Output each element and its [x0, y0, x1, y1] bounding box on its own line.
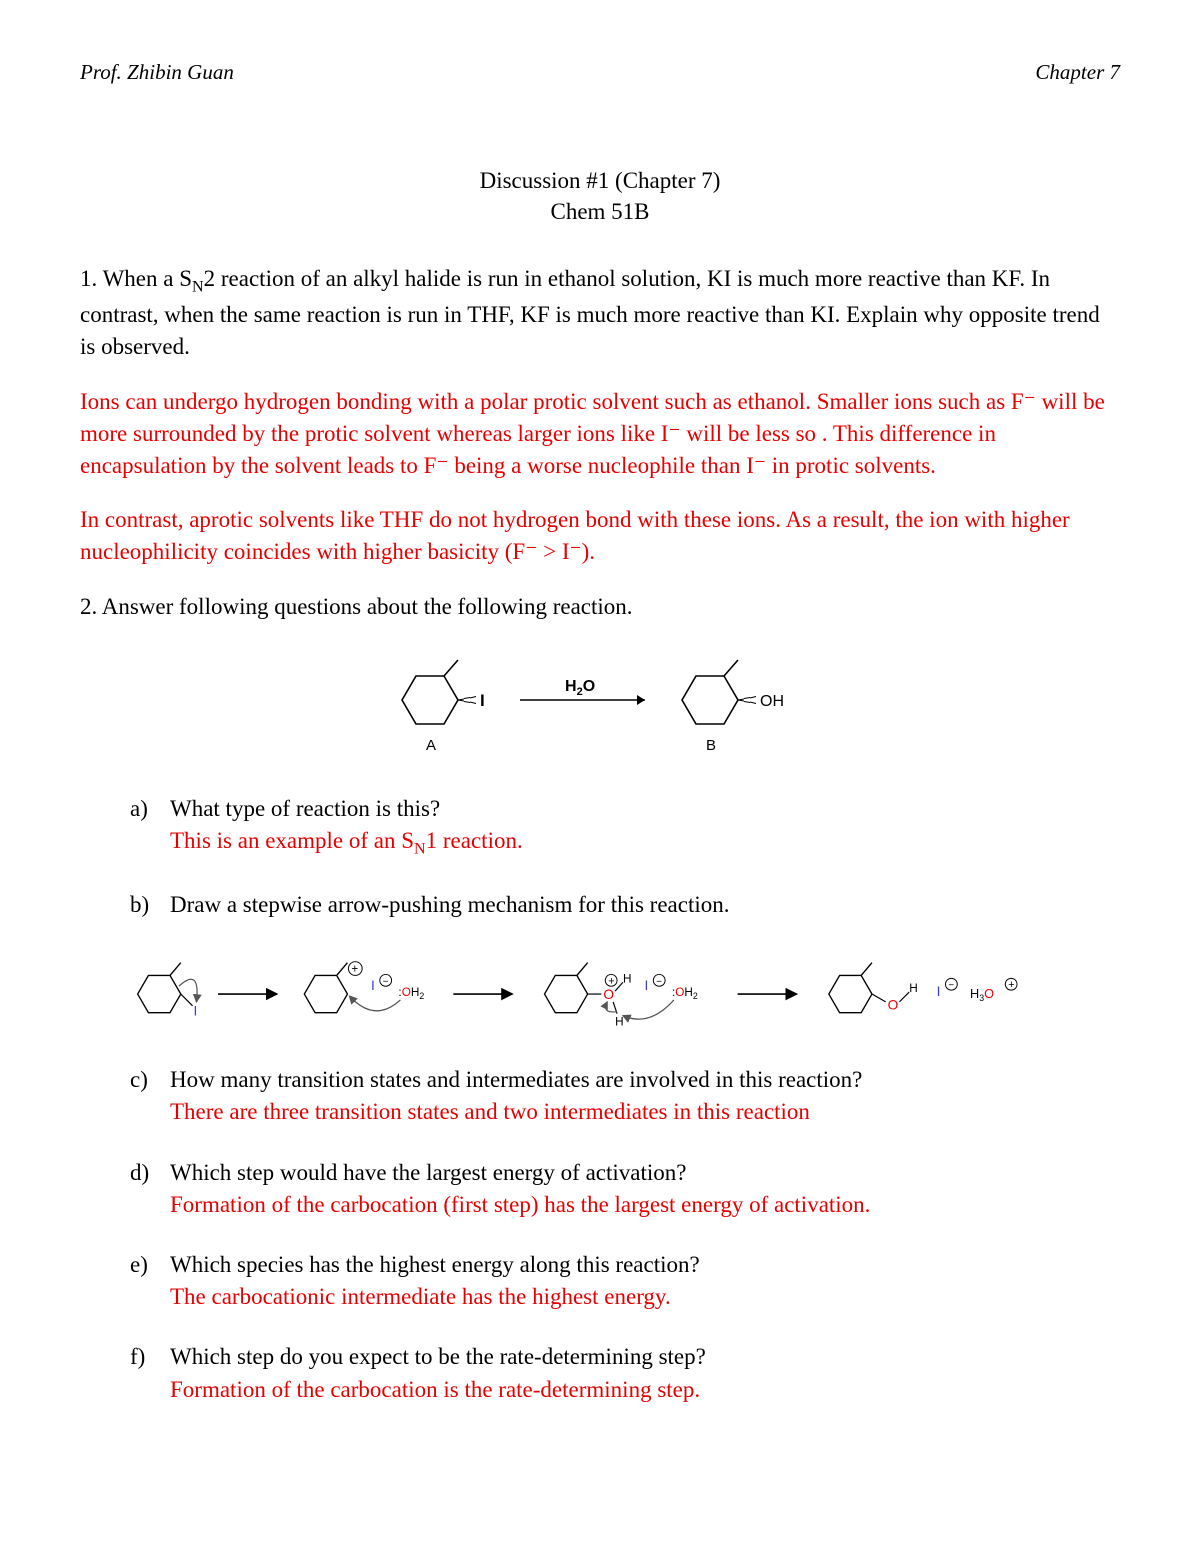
title-line2: Chem 51B [80, 196, 1120, 227]
sub-a-question: What type of reaction is this? [170, 793, 1120, 825]
svg-text::OH2: :OH2 [672, 986, 698, 1001]
sub-f-letter: f) [130, 1341, 170, 1405]
sub-a: a) What type of reaction is this? This i… [130, 793, 1120, 861]
page-header: Prof. Zhibin Guan Chapter 7 [80, 60, 1120, 85]
header-left: Prof. Zhibin Guan [80, 60, 234, 85]
reaction-scheme: I A H2O OH B [80, 645, 1120, 765]
sub-c: c) How many transition states and interm… [130, 1064, 1120, 1128]
mechanism-svg: I + I − :OH2 O [120, 949, 1120, 1044]
sub-questions-2: c) How many transition states and interm… [130, 1064, 1120, 1406]
svg-text:I: I [194, 1004, 198, 1019]
reaction-svg: I A H2O OH B [370, 645, 830, 765]
svg-text:H: H [909, 982, 918, 995]
sub-questions: a) What type of reaction is this? This i… [130, 793, 1120, 922]
reagent-label: H2O [565, 678, 595, 698]
sub-c-question: How many transition states and intermedi… [170, 1064, 1120, 1096]
product-label: OH [760, 693, 784, 710]
header-right: Chapter 7 [1035, 60, 1120, 85]
svg-text:−: − [948, 980, 954, 991]
compound-a-label: A [426, 737, 436, 754]
sub-e-letter: e) [130, 1249, 170, 1313]
leaving-group-label: I [480, 691, 485, 710]
sub-d-answer: Formation of the carbocation (first step… [170, 1189, 1120, 1221]
svg-text:I: I [371, 978, 375, 993]
sub-b-question: Draw a stepwise arrow-pushing mechanism … [170, 889, 1120, 921]
svg-text:H3O: H3O [970, 986, 994, 1003]
sub-e-answer: The carbocationic intermediate has the h… [170, 1281, 1120, 1313]
svg-text::OH2: :OH2 [398, 986, 424, 1001]
svg-text:+: + [608, 975, 614, 987]
svg-text:I: I [937, 984, 941, 999]
question-2: 2. Answer following questions about the … [80, 591, 1120, 623]
svg-text:H: H [623, 973, 632, 986]
answer-1-p2: In contrast, aprotic solvents like THF d… [80, 504, 1120, 568]
sub-b-letter: b) [130, 889, 170, 921]
sub-d-question: Which step would have the largest energy… [170, 1157, 1120, 1189]
title-line1: Discussion #1 (Chapter 7) [80, 165, 1120, 196]
compound-b-label: B [706, 737, 716, 754]
sub-c-letter: c) [130, 1064, 170, 1128]
svg-text:H: H [615, 1016, 624, 1029]
sub-d: d) Which step would have the largest ene… [130, 1157, 1120, 1221]
svg-text:−: − [656, 976, 662, 987]
svg-text:O: O [603, 987, 614, 1002]
mechanism-scheme: I + I − :OH2 O [120, 949, 1120, 1044]
sub-f-question: Which step do you expect to be the rate-… [170, 1341, 1120, 1373]
svg-text:+: + [351, 963, 358, 976]
sub-d-letter: d) [130, 1157, 170, 1221]
page: Prof. Zhibin Guan Chapter 7 Discussion #… [0, 0, 1200, 1553]
question-1: 1. When a SN2 reaction of an alkyl halid… [80, 263, 1120, 364]
svg-text:O: O [888, 998, 899, 1013]
sub-c-answer: There are three transition states and tw… [170, 1096, 1120, 1128]
svg-text:I: I [645, 978, 649, 993]
sub-f: f) Which step do you expect to be the ra… [130, 1341, 1120, 1405]
title-block: Discussion #1 (Chapter 7) Chem 51B [80, 165, 1120, 227]
sub-a-answer: This is an example of an SN1 reaction. [170, 825, 1120, 861]
sub-a-letter: a) [130, 793, 170, 861]
sub-f-answer: Formation of the carbocation is the rate… [170, 1374, 1120, 1406]
answer-1-p1: Ions can undergo hydrogen bonding with a… [80, 386, 1120, 483]
sub-e-question: Which species has the highest energy alo… [170, 1249, 1120, 1281]
sub-b: b) Draw a stepwise arrow-pushing mechani… [130, 889, 1120, 921]
svg-text:−: − [383, 976, 389, 987]
sub-e: e) Which species has the highest energy … [130, 1249, 1120, 1313]
svg-text:+: + [1008, 979, 1014, 991]
